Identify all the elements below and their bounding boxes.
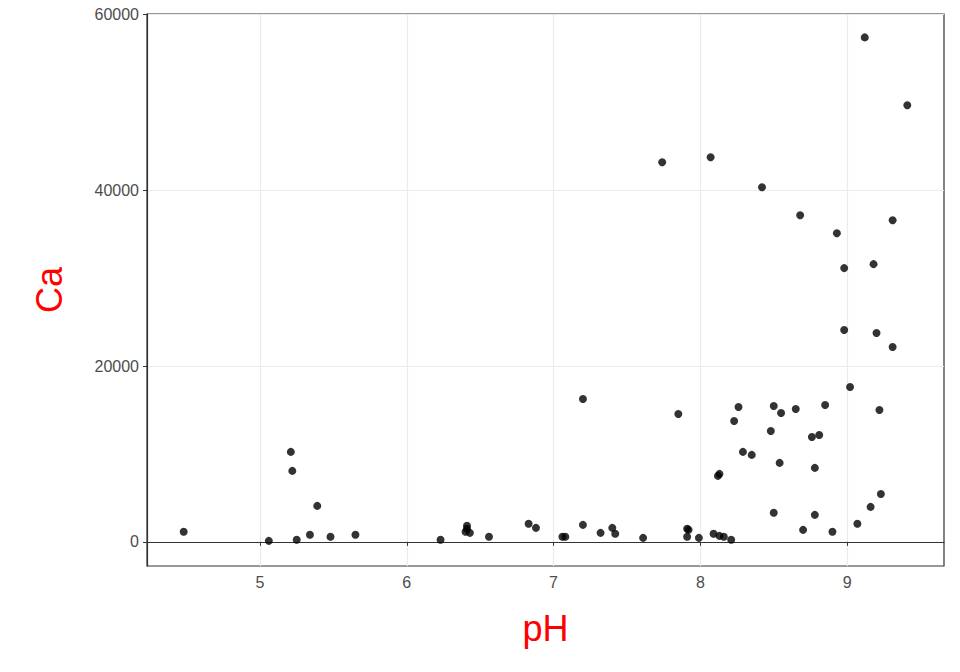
svg-text:8: 8 [696, 574, 705, 591]
svg-text:6: 6 [402, 574, 411, 591]
svg-text:40000: 40000 [95, 182, 140, 199]
svg-text:7: 7 [549, 574, 558, 591]
svg-text:9: 9 [843, 574, 852, 591]
svg-text:Ca: Ca [29, 266, 70, 313]
svg-text:5: 5 [256, 574, 265, 591]
svg-text:60000: 60000 [95, 6, 140, 23]
svg-text:20000: 20000 [95, 358, 140, 375]
svg-text:pH: pH [522, 608, 568, 649]
svg-text:0: 0 [130, 533, 139, 550]
